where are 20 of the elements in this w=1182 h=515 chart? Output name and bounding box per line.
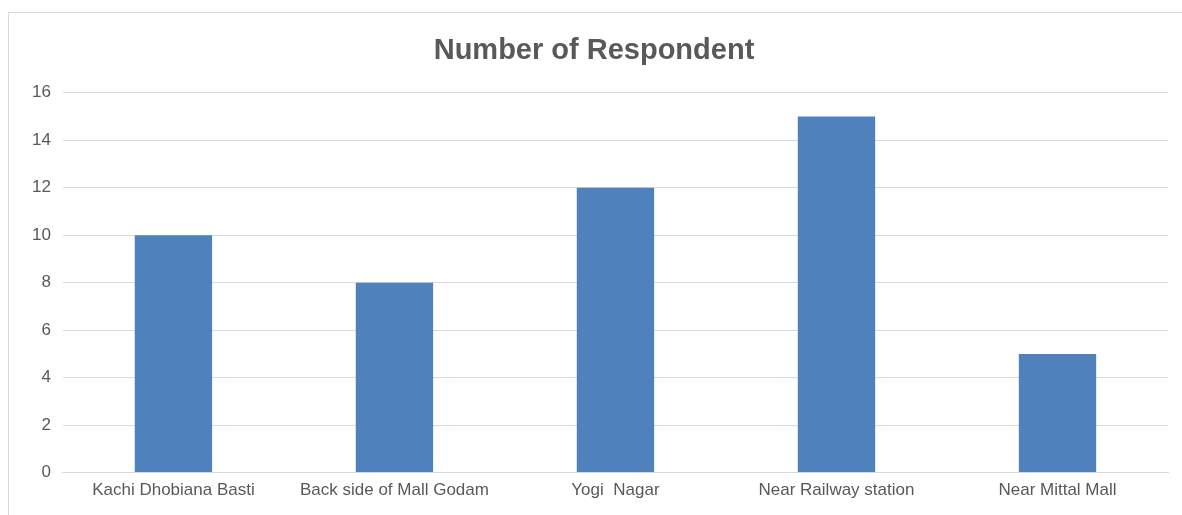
y-tick-label: 2 <box>41 414 51 434</box>
bar <box>134 235 213 473</box>
y-tick-label: 16 <box>31 82 51 102</box>
bar <box>797 116 876 473</box>
x-tick-label: Near Mittal Mall <box>998 480 1117 500</box>
bar <box>1018 353 1097 473</box>
y-tick-label: 6 <box>41 319 51 339</box>
y-tick-label: 0 <box>41 462 51 482</box>
y-tick-label: 12 <box>31 177 51 197</box>
bar <box>355 282 434 473</box>
y-tick-label: 14 <box>31 129 51 149</box>
x-tick-label: Back side of Mall Godam <box>299 480 489 500</box>
x-tick-label: Yogi Nagar <box>571 480 660 500</box>
bar <box>576 187 655 473</box>
x-tick-label: Kachi Dhobiana Basti <box>92 480 255 500</box>
y-tick-label: 8 <box>41 272 51 292</box>
x-tick-label: Near Railway station <box>758 480 915 500</box>
chart-title: Number of Respondent <box>433 33 755 66</box>
y-tick-label: 4 <box>41 367 51 387</box>
y-tick-label: 10 <box>31 224 51 244</box>
